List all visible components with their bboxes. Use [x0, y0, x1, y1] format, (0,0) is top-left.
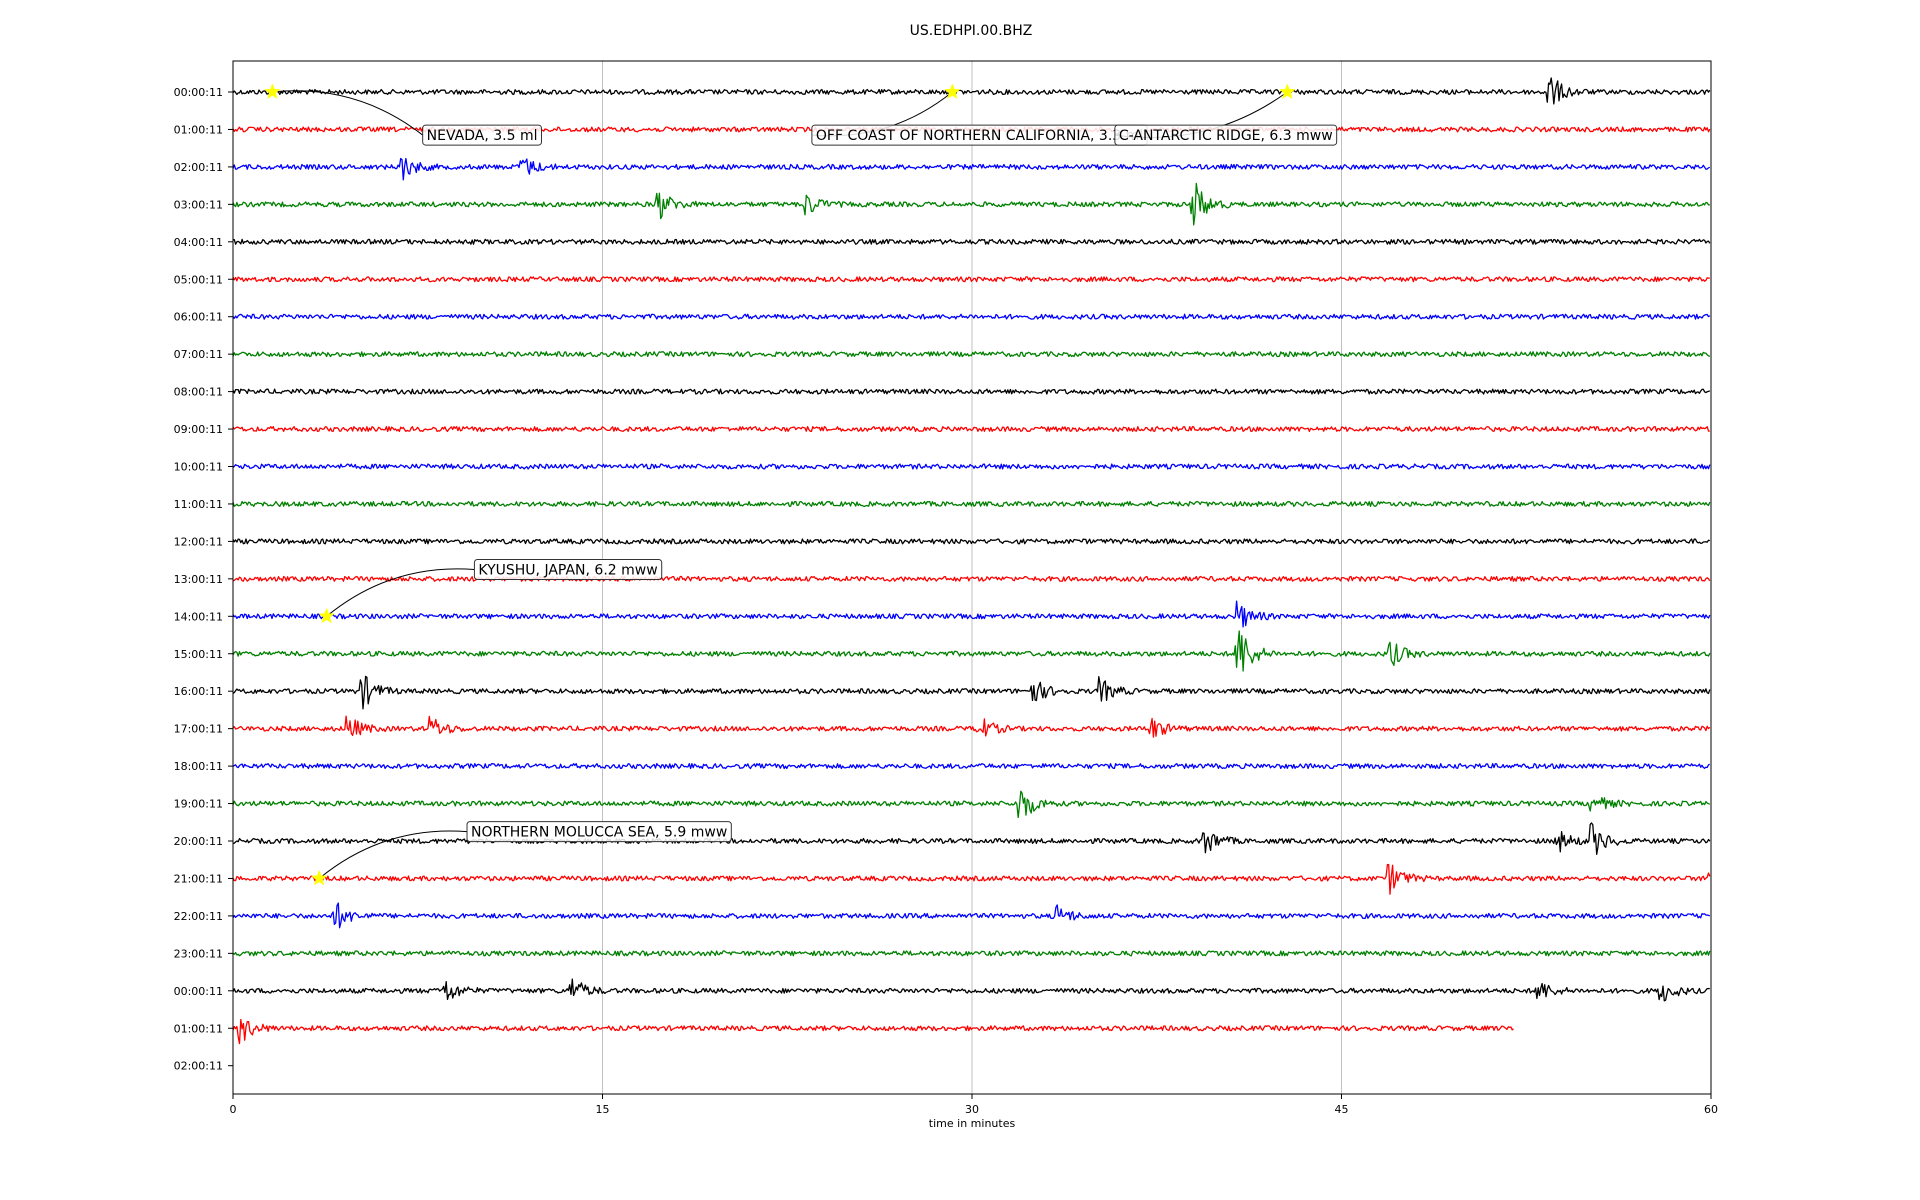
row-time-label: 09:00:11	[174, 423, 223, 436]
event-star-marker	[310, 869, 328, 886]
event-leader-line	[272, 90, 423, 136]
row-time-label: 23:00:11	[174, 947, 223, 960]
event-label: OFF COAST OF NORTHERN CALIFORNIA, 3.3 ml	[816, 128, 1143, 144]
trace-row-13	[232, 575, 1711, 582]
row-time-label: 01:00:11	[174, 1022, 223, 1035]
trace-row-21	[232, 863, 1711, 895]
event-label: NEVADA, 3.5 ml	[427, 128, 538, 144]
event-label: NORTHERN MOLUCCA SEA, 5.9 mww	[471, 825, 727, 841]
event-annotation: C-ANTARCTIC RIDGE, 6.3 mww	[1114, 83, 1338, 146]
chart-title: US.EDHPI.00.BHZ	[910, 23, 1033, 39]
seismic-traces	[232, 77, 1711, 1045]
row-time-label: 16:00:11	[174, 685, 223, 698]
event-label-box	[422, 124, 542, 146]
row-time-label: 01:00:11	[174, 123, 223, 136]
trace-row-24	[232, 978, 1710, 1002]
row-time-label: 18:00:11	[174, 760, 223, 773]
x-tick-label: 30	[965, 1103, 979, 1116]
row-time-label: 05:00:11	[174, 273, 223, 286]
trace-row-7	[232, 351, 1711, 358]
row-time-label: 11:00:11	[174, 498, 223, 511]
trace-row-20	[232, 822, 1711, 855]
trace-row-16	[232, 675, 1711, 710]
trace-row-9	[232, 426, 1710, 433]
row-time-label: 15:00:11	[174, 648, 223, 661]
row-time-label: 06:00:11	[174, 311, 223, 324]
row-time-label: 13:00:11	[174, 573, 223, 586]
row-time-label: 21:00:11	[174, 872, 223, 885]
event-star-marker	[1279, 83, 1296, 100]
trace-row-12	[232, 538, 1711, 545]
trace-row-2	[232, 157, 1711, 181]
trace-row-18	[232, 763, 1711, 770]
event-annotation: NORTHERN MOLUCCA SEA, 5.9 mww	[310, 821, 732, 886]
trace-row-10	[232, 463, 1711, 470]
row-time-label: 04:00:11	[174, 236, 223, 249]
trace-row-14	[232, 600, 1711, 628]
trace-row-6	[232, 313, 1711, 320]
row-time-label: 20:00:11	[174, 835, 223, 848]
row-time-label: 08:00:11	[174, 386, 223, 399]
x-tick-label: 0	[230, 1103, 237, 1116]
event-label-box	[473, 558, 663, 580]
trace-row-19	[232, 790, 1711, 819]
row-time-label: 12:00:11	[174, 535, 223, 548]
x-axis-label: time in minutes	[929, 1117, 1016, 1130]
row-time-label: 22:00:11	[174, 910, 223, 923]
row-time-label: 02:00:11	[174, 161, 223, 174]
event-leader-line	[326, 568, 475, 617]
event-annotation: KYUSHU, JAPAN, 6.2 mww	[318, 558, 663, 624]
trace-row-15	[232, 630, 1711, 672]
x-tick-label: 60	[1704, 1103, 1718, 1116]
trace-row-8	[232, 388, 1711, 395]
event-star-marker	[944, 83, 961, 100]
row-time-label: 02:00:11	[174, 1060, 223, 1073]
event-annotation: OFF COAST OF NORTHERN CALIFORNIA, 3.3 ml	[811, 83, 1148, 146]
row-time-label: 14:00:11	[174, 610, 223, 623]
trace-row-11	[232, 500, 1711, 507]
event-label-box	[1114, 124, 1338, 146]
row-time-label: 10:00:11	[174, 461, 223, 474]
event-label: C-ANTARCTIC RIDGE, 6.3 mww	[1119, 128, 1333, 144]
event-label: KYUSHU, JAPAN, 6.2 mww	[478, 562, 657, 578]
row-time-label: 00:00:11	[174, 985, 223, 998]
x-tick-label: 45	[1335, 1103, 1349, 1116]
x-axis-ticks: 0 15 30 45 60	[230, 1094, 1718, 1116]
event-label-box	[466, 821, 732, 843]
event-star-marker	[318, 607, 335, 624]
row-time-label: 17:00:11	[174, 723, 223, 736]
trace-row-25	[232, 1018, 1514, 1045]
trace-row-3	[232, 182, 1710, 226]
row-time-labels: 00:00:11 01:00:11 02:00:11 03:00:11 04:00:11…	[174, 86, 233, 1073]
row-time-label: 00:00:11	[174, 86, 223, 99]
row-time-label: 19:00:11	[174, 798, 223, 811]
event-annotations: NEVADA, 3.5 ml OFF COAST OF NORTHERN CALI…	[264, 83, 1338, 886]
trace-row-4	[232, 238, 1711, 245]
event-annotation: NEVADA, 3.5 ml	[264, 83, 542, 146]
row-time-label: 07:00:11	[174, 348, 223, 361]
row-time-label: 03:00:11	[174, 198, 223, 211]
event-leader-line	[318, 830, 468, 879]
event-star-marker	[264, 83, 281, 100]
trace-row-5	[232, 276, 1710, 283]
trace-row-0	[232, 77, 1711, 105]
trace-row-23	[232, 950, 1711, 957]
trace-row-22	[232, 902, 1711, 929]
x-tick-label: 15	[596, 1103, 610, 1116]
plot-frame	[232, 60, 1712, 1095]
trace-row-17	[232, 715, 1711, 738]
